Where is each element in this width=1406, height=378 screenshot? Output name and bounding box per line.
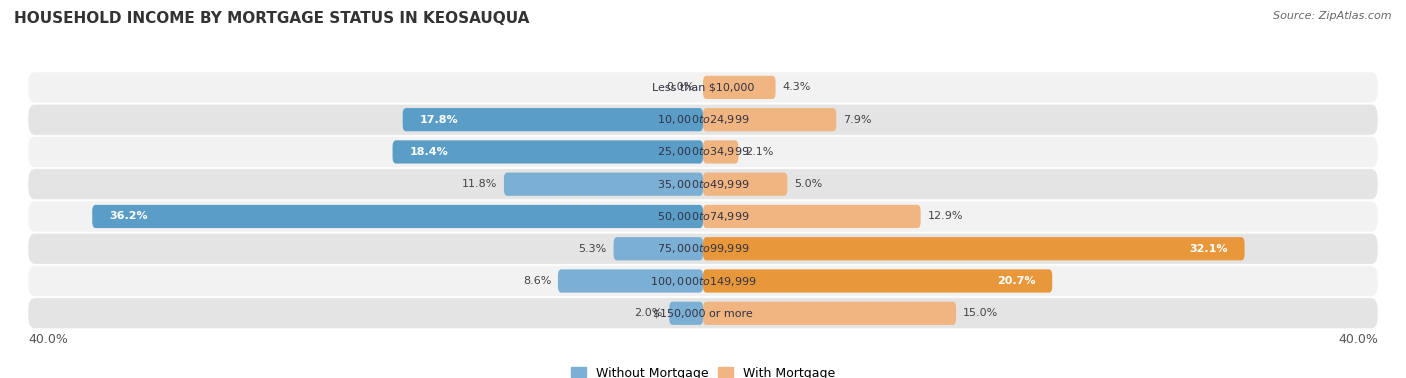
Text: 2.1%: 2.1%: [745, 147, 773, 157]
FancyBboxPatch shape: [703, 205, 921, 228]
FancyBboxPatch shape: [28, 169, 1378, 200]
FancyBboxPatch shape: [392, 140, 703, 164]
Text: 18.4%: 18.4%: [409, 147, 449, 157]
Text: $10,000 to $24,999: $10,000 to $24,999: [657, 113, 749, 126]
FancyBboxPatch shape: [703, 173, 787, 196]
Text: 36.2%: 36.2%: [110, 211, 148, 222]
FancyBboxPatch shape: [93, 205, 703, 228]
FancyBboxPatch shape: [703, 270, 1052, 293]
Text: $25,000 to $34,999: $25,000 to $34,999: [657, 146, 749, 158]
FancyBboxPatch shape: [703, 237, 1244, 260]
FancyBboxPatch shape: [703, 108, 837, 131]
FancyBboxPatch shape: [28, 298, 1378, 329]
FancyBboxPatch shape: [28, 201, 1378, 232]
Text: 40.0%: 40.0%: [1339, 333, 1378, 345]
FancyBboxPatch shape: [28, 233, 1378, 264]
Text: HOUSEHOLD INCOME BY MORTGAGE STATUS IN KEOSAUQUA: HOUSEHOLD INCOME BY MORTGAGE STATUS IN K…: [14, 11, 530, 26]
Text: $100,000 to $149,999: $100,000 to $149,999: [650, 274, 756, 288]
Text: 7.9%: 7.9%: [844, 115, 872, 125]
FancyBboxPatch shape: [28, 136, 1378, 167]
Text: 8.6%: 8.6%: [523, 276, 551, 286]
FancyBboxPatch shape: [28, 265, 1378, 296]
FancyBboxPatch shape: [28, 72, 1378, 103]
Text: 4.3%: 4.3%: [782, 82, 811, 92]
Text: 40.0%: 40.0%: [28, 333, 67, 345]
FancyBboxPatch shape: [703, 140, 738, 164]
FancyBboxPatch shape: [503, 173, 703, 196]
Text: 5.0%: 5.0%: [794, 179, 823, 189]
Legend: Without Mortgage, With Mortgage: Without Mortgage, With Mortgage: [565, 362, 841, 378]
Text: 11.8%: 11.8%: [461, 179, 498, 189]
Text: $35,000 to $49,999: $35,000 to $49,999: [657, 178, 749, 191]
Text: $50,000 to $74,999: $50,000 to $74,999: [657, 210, 749, 223]
Text: 5.3%: 5.3%: [579, 244, 607, 254]
FancyBboxPatch shape: [613, 237, 703, 260]
FancyBboxPatch shape: [558, 270, 703, 293]
Text: Source: ZipAtlas.com: Source: ZipAtlas.com: [1274, 11, 1392, 21]
FancyBboxPatch shape: [703, 76, 776, 99]
Text: 17.8%: 17.8%: [419, 115, 458, 125]
Text: Less than $10,000: Less than $10,000: [652, 82, 754, 92]
Text: $75,000 to $99,999: $75,000 to $99,999: [657, 242, 749, 255]
Text: 32.1%: 32.1%: [1189, 244, 1227, 254]
FancyBboxPatch shape: [402, 108, 703, 131]
FancyBboxPatch shape: [669, 302, 703, 325]
Text: 20.7%: 20.7%: [997, 276, 1035, 286]
Text: 15.0%: 15.0%: [963, 308, 998, 318]
Text: $150,000 or more: $150,000 or more: [654, 308, 752, 318]
FancyBboxPatch shape: [28, 104, 1378, 135]
FancyBboxPatch shape: [703, 302, 956, 325]
Text: 12.9%: 12.9%: [928, 211, 963, 222]
Text: 0.0%: 0.0%: [666, 82, 695, 92]
Text: 2.0%: 2.0%: [634, 308, 662, 318]
